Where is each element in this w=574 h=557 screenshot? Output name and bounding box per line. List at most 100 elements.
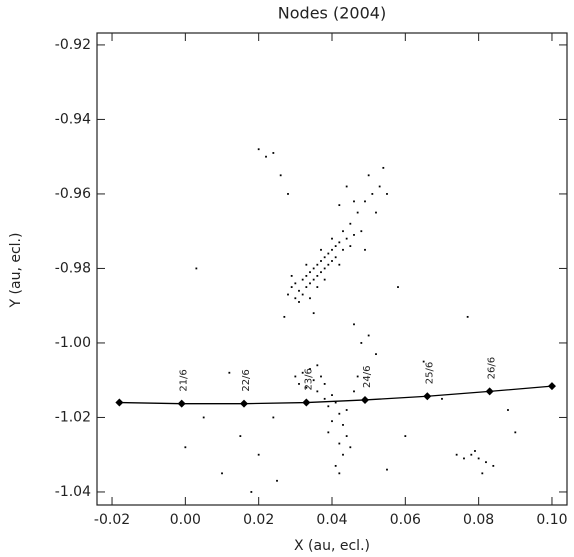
node-point	[342, 453, 344, 456]
node-point	[477, 457, 480, 460]
y-tick-label: -0.94	[55, 111, 91, 127]
node-point	[338, 412, 341, 415]
node-point	[309, 271, 311, 274]
node-point	[298, 289, 300, 292]
node-point	[298, 301, 300, 303]
node-point	[272, 416, 275, 419]
node-point	[474, 450, 476, 452]
node-point	[309, 282, 311, 285]
node-point	[356, 375, 359, 378]
node-point	[375, 353, 377, 356]
node-point	[349, 222, 352, 225]
node-point	[367, 334, 370, 337]
node-point	[353, 200, 355, 203]
node-point	[345, 237, 348, 240]
y-tick-label: -0.96	[55, 186, 91, 202]
node-point	[312, 379, 315, 382]
node-point	[301, 278, 304, 281]
node-point	[290, 286, 293, 288]
node-point	[342, 248, 344, 251]
node-point	[305, 286, 308, 288]
date-label: 26/6	[487, 357, 498, 379]
node-point	[272, 152, 275, 154]
node-point	[386, 468, 388, 471]
node-point	[327, 252, 330, 255]
orbit-marker	[547, 382, 556, 391]
node-point	[507, 409, 509, 411]
orbit-marker	[240, 399, 249, 408]
node-point	[404, 435, 407, 437]
orbit-line	[119, 385, 553, 405]
node-point	[323, 397, 326, 400]
orbit-marker	[115, 398, 124, 407]
node-point	[342, 230, 344, 233]
x-tick-label: 0.08	[463, 512, 494, 528]
plot-frame	[96, 32, 568, 506]
node-point	[294, 282, 297, 285]
node-point	[276, 479, 278, 482]
node-point	[367, 174, 370, 177]
node-point	[228, 371, 231, 374]
node-point	[323, 383, 326, 385]
node-point	[334, 464, 337, 467]
node-point	[345, 185, 348, 188]
x-tick-label: 0.00	[170, 512, 201, 528]
node-point	[492, 464, 495, 467]
node-point	[364, 200, 366, 203]
date-label: 25/6	[424, 362, 435, 384]
node-point	[316, 286, 319, 288]
node-point	[353, 323, 355, 326]
node-point	[316, 390, 319, 393]
x-tick-label: 0.04	[316, 512, 347, 528]
node-point	[397, 286, 399, 288]
node-point	[257, 453, 260, 456]
orbit-marker	[423, 392, 432, 401]
orbit-marker	[360, 395, 369, 404]
date-label: 21/6	[179, 369, 190, 391]
node-point	[331, 394, 333, 397]
y-axis-label: Y (au, ecl.)	[8, 233, 24, 309]
node-point	[327, 405, 330, 408]
node-point	[349, 446, 352, 449]
node-point	[312, 312, 315, 315]
node-point	[422, 360, 425, 363]
node-point	[331, 237, 333, 240]
node-point	[470, 453, 473, 456]
node-point	[184, 446, 187, 449]
node-point	[378, 185, 381, 188]
node-point	[334, 256, 337, 259]
node-point	[364, 248, 366, 251]
node-point	[331, 248, 333, 251]
node-point	[298, 383, 300, 385]
node-point	[202, 416, 205, 419]
node-point	[353, 234, 355, 236]
node-point	[514, 431, 517, 434]
y-tick-label: -1.02	[55, 409, 91, 425]
node-point	[338, 442, 341, 445]
node-point	[334, 401, 337, 404]
x-tick-label: 0.02	[243, 512, 274, 528]
node-point	[485, 461, 487, 464]
node-point	[481, 472, 484, 475]
node-point	[338, 241, 341, 244]
node-point	[360, 342, 363, 344]
node-point	[312, 267, 315, 270]
orbit-marker	[485, 387, 494, 396]
node-point	[371, 193, 374, 195]
node-point	[287, 193, 289, 195]
node-point	[287, 293, 289, 296]
node-point	[375, 211, 377, 214]
date-label: 23/6	[303, 368, 314, 390]
x-tick-label: 0.06	[390, 512, 421, 528]
node-point	[360, 230, 363, 233]
node-point	[316, 263, 319, 266]
y-tick-label: -1.00	[55, 335, 91, 351]
node-point	[290, 274, 293, 277]
node-point	[305, 263, 308, 266]
node-point	[250, 491, 253, 493]
node-point	[312, 278, 315, 281]
y-tick-label: -0.98	[55, 260, 91, 276]
node-point	[279, 174, 282, 177]
node-point	[316, 364, 319, 367]
node-point	[466, 315, 469, 318]
